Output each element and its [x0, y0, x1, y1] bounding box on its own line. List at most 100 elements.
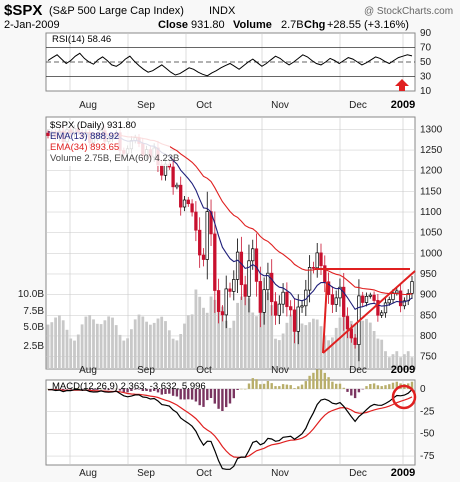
volume-bar	[186, 315, 190, 369]
volume-bar	[277, 340, 281, 369]
macd-histogram-bar	[365, 386, 368, 389]
volume-bar	[198, 296, 202, 369]
candle-body	[364, 295, 369, 303]
volume-bar	[190, 314, 194, 369]
volume-bar	[346, 314, 349, 369]
candle-body	[190, 203, 194, 213]
volume-bar	[179, 334, 183, 369]
macd-histogram-bar	[134, 388, 137, 390]
macd-histogram-bar	[187, 388, 190, 400]
volume-bar	[380, 339, 384, 369]
volume-bar	[338, 317, 342, 369]
macd-histogram-bar	[217, 388, 220, 409]
candle-body	[315, 252, 319, 269]
macd-histogram-bar	[244, 388, 247, 390]
macd-histogram-bar	[236, 388, 239, 390]
macd-histogram-bar	[183, 388, 186, 400]
candle-body	[171, 166, 175, 188]
macd-histogram-bar	[346, 388, 349, 392]
candle-body	[232, 279, 236, 292]
candle-body	[201, 254, 206, 260]
rsi-tick-label: 30	[420, 72, 432, 83]
candle-body	[281, 291, 285, 305]
candle-body	[334, 297, 338, 305]
macd-histogram-bar	[92, 388, 95, 391]
macd-histogram-bar	[221, 388, 224, 411]
macd-histogram-bar	[350, 388, 353, 396]
volume-bar	[202, 307, 205, 369]
candle-body	[251, 248, 255, 262]
macd-histogram-bar	[65, 388, 69, 390]
macd-histogram-bar	[225, 388, 228, 408]
candle-body	[410, 281, 414, 294]
macd-histogram-bar	[361, 388, 364, 390]
candle-body	[395, 290, 399, 294]
price-tick-label: 1050	[420, 228, 443, 239]
macd-line	[48, 388, 413, 470]
close-label: Close	[158, 19, 188, 31]
candle-body	[235, 251, 240, 280]
legend-bg	[50, 120, 170, 166]
volume-bar	[213, 299, 217, 369]
candle-body	[296, 306, 300, 332]
volume-bar	[368, 322, 372, 369]
candle-body	[387, 299, 391, 304]
volume-bar	[141, 316, 145, 369]
price-tick-label: 1100	[420, 207, 442, 218]
symbol-label: $SPX	[4, 2, 42, 19]
month-tick-label: Dec	[349, 100, 367, 111]
macd-histogram-bar	[107, 388, 110, 390]
candle-body	[380, 312, 384, 316]
volume-bar	[266, 292, 270, 369]
volume-bar	[95, 323, 99, 369]
volume-bar	[46, 324, 50, 369]
candle-body	[323, 265, 327, 283]
volume-bar	[107, 316, 111, 369]
month-tick-label: 2009	[391, 99, 415, 111]
volume-bar	[73, 340, 76, 369]
volume-bar	[365, 318, 368, 369]
macd-histogram-bar	[206, 388, 209, 401]
month-tick-label: Aug	[79, 100, 97, 111]
macd-histogram-bar	[297, 386, 300, 389]
volume-bar	[156, 318, 160, 369]
macd-tick-label: 0	[420, 384, 426, 395]
macd-histogram-bar	[259, 384, 262, 389]
candle-body	[376, 300, 380, 316]
ema13-legend: EMA(13) 888.92	[50, 131, 119, 142]
close-value: 931.80	[191, 19, 225, 31]
macd-histogram-bar	[141, 388, 144, 391]
volume-bar	[349, 320, 353, 369]
macd-histogram-bar	[168, 388, 171, 394]
macd-histogram-bar	[376, 385, 380, 389]
macd-histogram-bar	[316, 369, 319, 389]
volume-bar	[243, 286, 247, 369]
volume-bar	[331, 337, 334, 369]
macd-highlight-circle	[391, 384, 417, 410]
macd-histogram-bar	[384, 385, 387, 389]
volume-bar	[122, 340, 126, 369]
macd-histogram-bar	[388, 384, 391, 389]
volume-bar	[76, 334, 80, 369]
month-tick-label: Sep	[137, 468, 155, 479]
macd-histogram-bar	[73, 388, 76, 389]
ema34-legend: EMA(34) 893.65	[50, 142, 119, 153]
macd-histogram-bar	[190, 388, 194, 400]
macd-histogram-bar	[103, 388, 107, 390]
volume-bar	[315, 319, 319, 369]
volume-bar	[410, 357, 414, 369]
macd-histogram-bar	[99, 388, 103, 390]
rsi-legend: RSI(14) 58.46	[52, 34, 111, 45]
macd-tick-label: -75	[420, 451, 435, 462]
volume-bar	[270, 305, 274, 369]
axis-labels: Aug Aug Aug Sep Sep Sep Oct Oct Oct Nov Nov Nov Dec D…	[18, 28, 443, 479]
volume-bar	[99, 324, 103, 369]
volume-bar	[327, 340, 330, 369]
rsi-tick-label: 50	[420, 57, 432, 68]
volume-bar	[54, 317, 57, 369]
candle-body	[372, 294, 376, 301]
macd-histogram-bar	[198, 388, 201, 406]
macd-histogram-bar	[111, 388, 114, 390]
macd-histogram-bar	[164, 388, 167, 394]
candle-body	[220, 311, 225, 316]
